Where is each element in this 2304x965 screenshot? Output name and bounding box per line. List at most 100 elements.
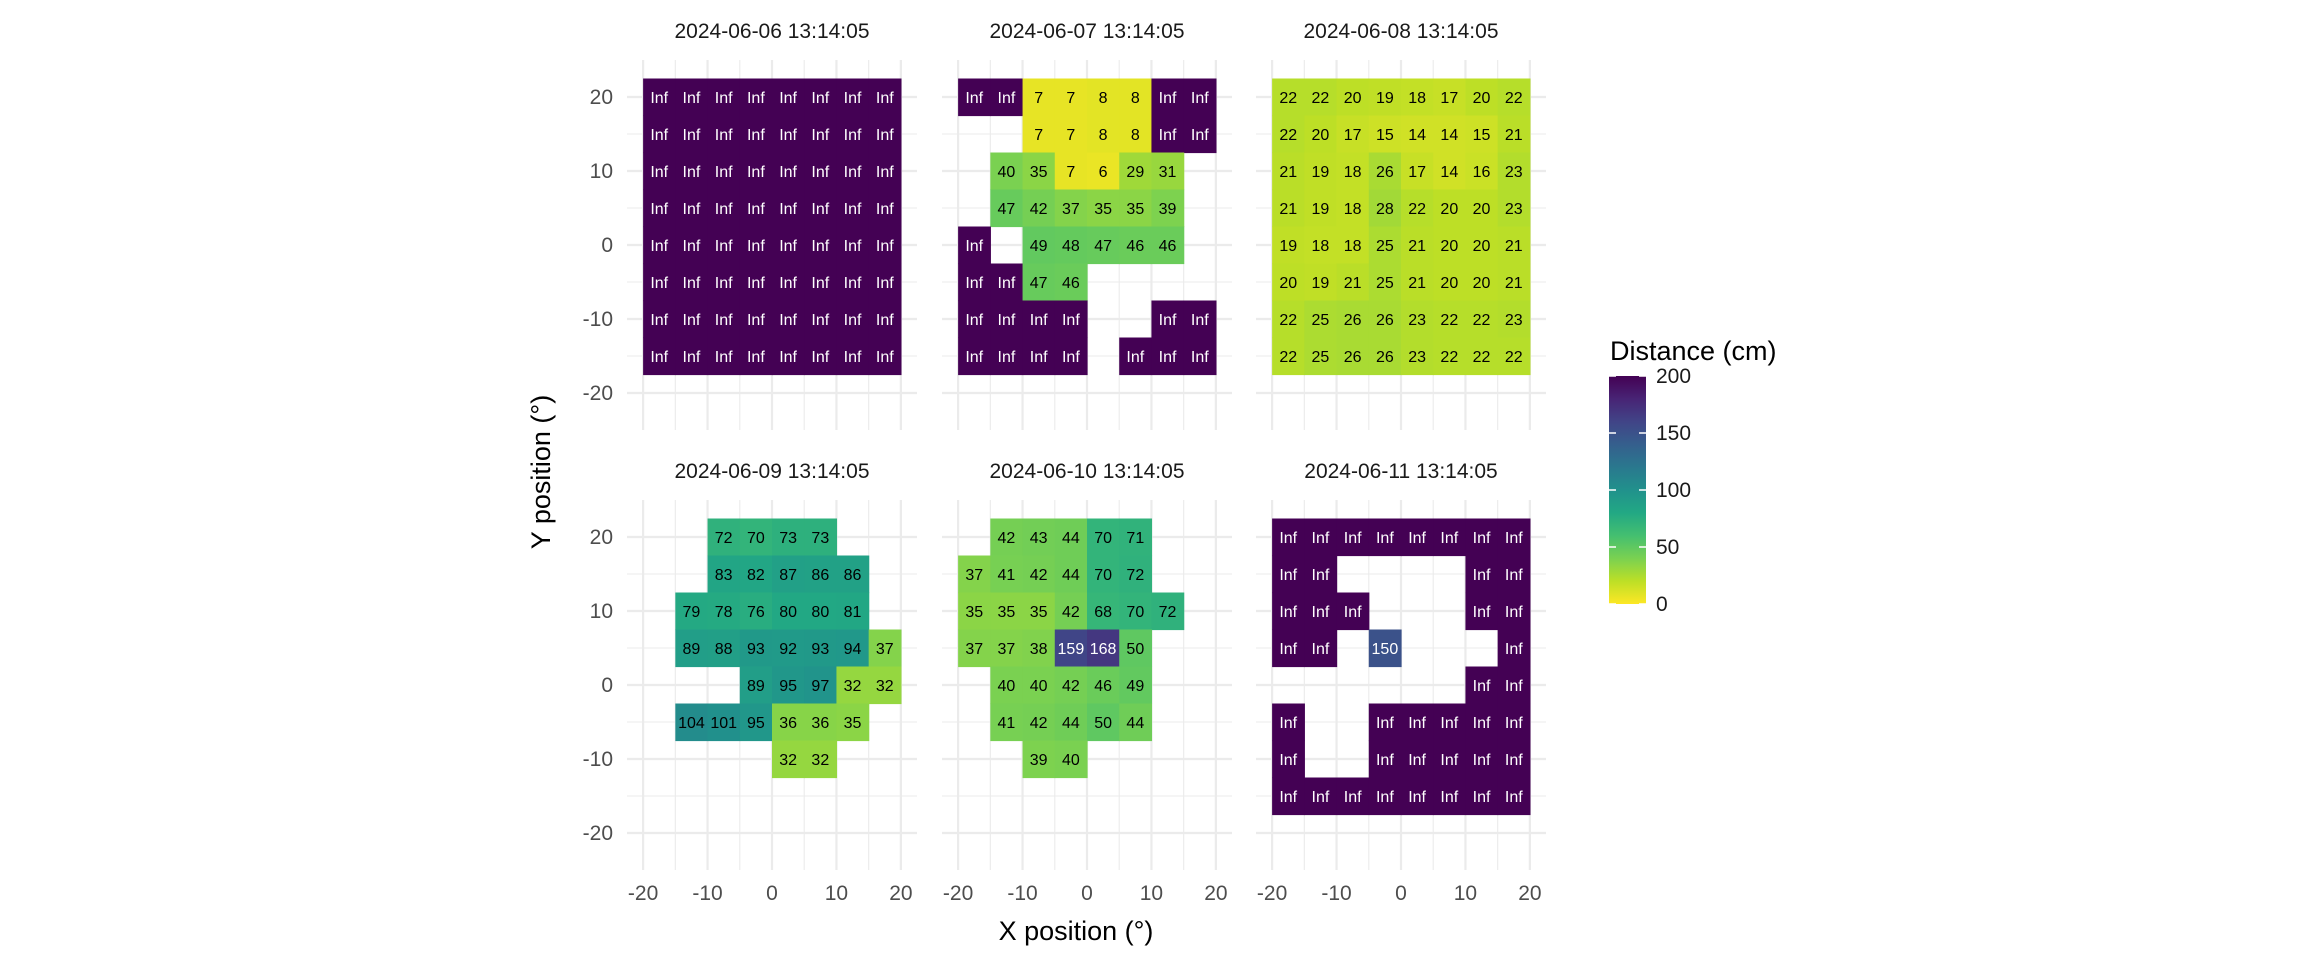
heatmap-cell xyxy=(772,592,805,631)
cell-label: 17 xyxy=(1408,164,1426,181)
heatmap-cell xyxy=(1336,152,1370,191)
cell-label: 19 xyxy=(1312,275,1330,292)
cell-label: Inf xyxy=(811,238,829,255)
cell-label: Inf xyxy=(683,90,701,107)
cell-label: Inf xyxy=(779,275,797,292)
heatmap-cell xyxy=(675,337,709,376)
legend-tick-label: 0 xyxy=(1656,593,1668,616)
heatmap-cell xyxy=(1151,78,1185,117)
heatmap-cell xyxy=(739,703,773,742)
heatmap-cell xyxy=(1022,555,1056,594)
cell-label: Inf xyxy=(1279,789,1297,806)
heatmap-cell xyxy=(1087,629,1120,668)
heatmap-cell xyxy=(1087,666,1120,705)
cell-label: 35 xyxy=(998,604,1016,621)
cell-label: 23 xyxy=(1408,349,1426,366)
heatmap-cell xyxy=(1151,115,1185,154)
heatmap-cell xyxy=(1497,592,1531,631)
cell-label: Inf xyxy=(965,312,983,329)
heatmap-cell xyxy=(1151,592,1185,631)
heatmap-cell xyxy=(804,555,838,594)
heatmap-cell xyxy=(1368,300,1402,339)
cell-label: Inf xyxy=(1279,752,1297,769)
cell-label: 19 xyxy=(1312,201,1330,218)
legend-tick-label: 100 xyxy=(1656,479,1691,502)
heatmap-cell xyxy=(1022,740,1056,779)
y-tick-label: -10 xyxy=(583,748,613,771)
heatmap-cell xyxy=(868,666,902,705)
cell-label: 40 xyxy=(1062,752,1080,769)
cell-label: 25 xyxy=(1376,238,1394,255)
heatmap-cell xyxy=(868,300,902,339)
cell-label: Inf xyxy=(965,238,983,255)
heatmap-cell xyxy=(836,592,870,631)
cell-label: 8 xyxy=(1099,90,1108,107)
heatmap-cell xyxy=(836,226,870,265)
cell-label: 22 xyxy=(1279,312,1297,329)
cell-label: Inf xyxy=(650,275,668,292)
cell-label: 46 xyxy=(1094,678,1112,695)
cell-label: 86 xyxy=(844,567,862,584)
cell-label: 92 xyxy=(779,641,797,658)
cell-label: 20 xyxy=(1440,275,1458,292)
cell-label: Inf xyxy=(779,127,797,144)
cell-label: 41 xyxy=(998,715,1016,732)
cell-label: 97 xyxy=(811,678,829,695)
heatmap-cell xyxy=(1433,115,1467,154)
heatmap-cell xyxy=(1272,703,1305,742)
cell-label: 21 xyxy=(1279,201,1297,218)
cell-label: 22 xyxy=(1312,90,1330,107)
heatmap-cell xyxy=(1272,115,1305,154)
cell-label: Inf xyxy=(811,349,829,366)
heatmap-cell xyxy=(990,300,1024,339)
heatmap-cell xyxy=(1401,337,1434,376)
heatmap-cell xyxy=(868,337,902,376)
cell-label: 37 xyxy=(998,641,1016,658)
cell-label: 40 xyxy=(998,164,1016,181)
heatmap-cell xyxy=(804,263,838,302)
heatmap-cell xyxy=(1465,226,1499,265)
heatmap-cell xyxy=(1054,592,1088,631)
heatmap-cell xyxy=(675,300,709,339)
heatmap-cell xyxy=(1336,592,1370,631)
heatmap-cell xyxy=(1022,300,1056,339)
x-tick-label: -10 xyxy=(692,882,722,905)
cell-label: Inf xyxy=(1344,789,1362,806)
heatmap-cell xyxy=(1336,189,1370,228)
heatmap-cell xyxy=(1272,518,1305,557)
cell-label: Inf xyxy=(1312,567,1330,584)
cell-label: Inf xyxy=(1191,349,1209,366)
cell-label: Inf xyxy=(1312,789,1330,806)
cell-label: 46 xyxy=(1062,275,1080,292)
heatmap-cell xyxy=(772,300,805,339)
cell-label: Inf xyxy=(1473,604,1491,621)
heatmap-cell xyxy=(1054,78,1088,117)
heatmap-cell xyxy=(739,78,773,117)
cell-label: 22 xyxy=(1408,201,1426,218)
heatmap-cell xyxy=(958,555,991,594)
heatmap-cell xyxy=(1497,703,1531,742)
heatmap-cell xyxy=(1087,555,1120,594)
cell-label: Inf xyxy=(1376,789,1394,806)
heatmap-cell xyxy=(1304,78,1338,117)
facet-panel: 2024-06-08 13:14:05 22 22 20 19 18 17 20 22 22 20 1… xyxy=(1256,20,1546,430)
heatmap-cell xyxy=(1087,703,1120,742)
cell-label: 37 xyxy=(876,641,894,658)
cell-label: 71 xyxy=(1126,530,1144,547)
heatmap-cell xyxy=(1304,115,1338,154)
cell-label: Inf xyxy=(1062,312,1080,329)
cell-label: 47 xyxy=(1094,238,1112,255)
cell-label: 37 xyxy=(1062,201,1080,218)
heatmap-cell xyxy=(1368,152,1402,191)
cell-label: Inf xyxy=(844,201,862,218)
cell-label: Inf xyxy=(1473,789,1491,806)
heatmap-cell xyxy=(1368,78,1402,117)
cell-label: 22 xyxy=(1279,349,1297,366)
heatmap-cell xyxy=(1022,263,1056,302)
x-tick-label: 0 xyxy=(1395,882,1407,905)
heatmap-cell xyxy=(1368,703,1402,742)
legend-tick-label: 200 xyxy=(1656,365,1691,388)
cell-label: 6 xyxy=(1099,164,1108,181)
heatmap-cell xyxy=(1433,337,1467,376)
x-tick-label: -20 xyxy=(1257,882,1287,905)
